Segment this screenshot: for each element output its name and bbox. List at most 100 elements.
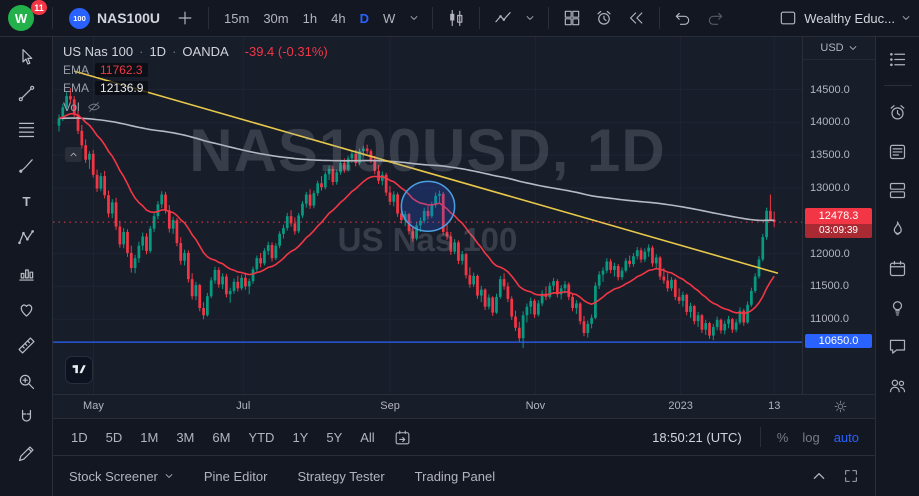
- indicator-label: EMA: [63, 63, 90, 77]
- community-sidebar-button[interactable]: [883, 372, 913, 398]
- watchlist-sidebar-button[interactable]: [883, 46, 913, 72]
- replay-icon: [626, 8, 646, 28]
- panel-tab-pine-editor[interactable]: Pine Editor: [204, 469, 268, 484]
- tradingview-logo[interactable]: [65, 356, 93, 384]
- panel-collapse-button[interactable]: [811, 468, 827, 484]
- range-button-1M[interactable]: 1M: [140, 429, 159, 445]
- interval-button-W[interactable]: W: [382, 10, 396, 26]
- price-tick: 14500.0: [810, 83, 850, 96]
- chart-settings-button[interactable]: [832, 398, 849, 415]
- object-tree-sidebar-button[interactable]: [883, 177, 913, 203]
- range-button-3M[interactable]: 3M: [176, 429, 195, 445]
- range-button-1Y[interactable]: 1Y: [292, 429, 309, 445]
- chevron-up-icon: [69, 147, 78, 162]
- bottom-toolbar: 1D 5D 1M 3M 6M YTD 1Y 5Y All 18:50:21 (UTC) % lo…: [53, 418, 875, 455]
- zoom-in-tool-button[interactable]: [8, 367, 44, 396]
- interval-button-4h[interactable]: 4h: [331, 10, 346, 26]
- panel-tab-strategy-tester[interactable]: Strategy Tester: [297, 469, 384, 484]
- text-tool-button[interactable]: T: [8, 187, 44, 216]
- range-button-1D[interactable]: 1D: [71, 429, 88, 445]
- chart-style-button[interactable]: [441, 4, 471, 32]
- range-button-YTD[interactable]: YTD: [248, 429, 275, 445]
- hotlists-sidebar-button[interactable]: [883, 216, 913, 242]
- price-tick: 11000.0: [810, 313, 849, 326]
- divider: [759, 427, 761, 447]
- svg-text:T: T: [22, 194, 30, 209]
- time-axis-label: 2023: [668, 400, 693, 412]
- chart-canvas[interactable]: NAS100USD, 1D US Nas 100 US Nas 100 · 1D…: [53, 37, 875, 394]
- divider: [432, 7, 434, 29]
- interval-button-D[interactable]: D: [359, 10, 369, 26]
- legend-collapse-button[interactable]: [65, 147, 82, 162]
- redo-button[interactable]: [700, 4, 730, 32]
- percent-scale-button[interactable]: %: [776, 429, 789, 445]
- layout-square-icon: [778, 8, 798, 28]
- save-layout-button[interactable]: Wealthy Educ...: [778, 8, 911, 28]
- measure-ruler-tool-button[interactable]: [8, 331, 44, 360]
- price-axis-currency-menu[interactable]: USD: [803, 37, 875, 60]
- alerts-sidebar-button[interactable]: [883, 99, 913, 125]
- chat-sidebar-button[interactable]: [883, 333, 913, 359]
- interval-button-15m[interactable]: 15m: [224, 10, 250, 26]
- emoji-heart-tool-button[interactable]: [8, 295, 44, 324]
- panel-expand-button[interactable]: [843, 468, 859, 484]
- candlestick-chart[interactable]: [53, 37, 802, 394]
- magnet-icon: [16, 407, 37, 428]
- symbol-search-button[interactable]: 100 NAS100U: [61, 5, 168, 32]
- range-button-All[interactable]: All: [360, 429, 375, 445]
- bar-replay-button[interactable]: [621, 4, 651, 32]
- cursor-tool-button[interactable]: [8, 43, 44, 72]
- go-to-date-button[interactable]: [393, 428, 412, 447]
- panel-tab-trading-panel[interactable]: Trading Panel: [415, 469, 495, 484]
- text-icon: T: [16, 191, 37, 212]
- panel-tabs: Stock Screener Pine Editor Strategy Tester…: [69, 469, 495, 484]
- xabcd-pattern-tool-button[interactable]: [8, 223, 44, 252]
- news-icon: [887, 141, 908, 162]
- legend-symbol-title[interactable]: US Nas 100: [63, 44, 134, 59]
- forecast-tool-button[interactable]: [8, 259, 44, 288]
- range-button-5Y[interactable]: 5Y: [326, 429, 343, 445]
- magnet-tool-button[interactable]: [8, 403, 44, 432]
- indicators-menu-button[interactable]: [520, 9, 540, 27]
- interval-button-30m[interactable]: 30m: [263, 10, 289, 26]
- panel-tab-stock-screener[interactable]: Stock Screener: [69, 469, 174, 484]
- brush-tool-button[interactable]: [8, 151, 44, 180]
- trend-line-tool-button[interactable]: [8, 79, 44, 108]
- price-axis[interactable]: USD 14500.0 14000.0 13500.0 13000.0 12000.0 1…: [802, 37, 875, 394]
- indicators-button[interactable]: [488, 4, 518, 32]
- expand-icon: [843, 468, 859, 484]
- drawing-toolbar: T: [0, 37, 53, 496]
- grid-icon: [562, 8, 582, 28]
- panel-tab-label: Trading Panel: [414, 468, 496, 484]
- indicator-row-volume[interactable]: Vol: [63, 99, 328, 115]
- clock[interactable]: 18:50:21 (UTC): [652, 429, 742, 445]
- news-sidebar-button[interactable]: [883, 138, 913, 164]
- interval-menu-button[interactable]: [404, 9, 424, 27]
- add-symbol-button[interactable]: [170, 4, 200, 32]
- edit-pencil-tool-button[interactable]: [8, 439, 44, 468]
- time-axis[interactable]: May Jul Sep Nov 2023 13: [53, 394, 875, 418]
- horizontal-line-price-label: 10650.0: [805, 334, 872, 349]
- layout-grid-button[interactable]: [557, 4, 587, 32]
- undo-button[interactable]: [668, 4, 698, 32]
- fib-retracement-tool-button[interactable]: [8, 115, 44, 144]
- indicator-row-ema-1[interactable]: EMA 11762.3: [63, 63, 328, 77]
- panel-tab-label: Strategy Tester: [297, 468, 385, 484]
- edit-pencil-icon: [16, 443, 37, 464]
- range-button-5D[interactable]: 5D: [105, 429, 123, 445]
- interval-button-1h[interactable]: 1h: [302, 10, 318, 26]
- alert-button[interactable]: [589, 4, 619, 32]
- range-button-6M[interactable]: 6M: [212, 429, 231, 445]
- user-menu-button[interactable]: W 11: [8, 0, 47, 33]
- indicator-row-ema-2[interactable]: EMA 12136.9: [63, 81, 328, 95]
- log-scale-button[interactable]: log: [802, 429, 820, 445]
- forecast-icon: [16, 263, 37, 284]
- legend-interval[interactable]: 1D: [149, 44, 167, 59]
- eye-off-icon[interactable]: [86, 99, 102, 115]
- calendar-sidebar-button[interactable]: [883, 255, 913, 281]
- auto-scale-button[interactable]: auto: [833, 429, 859, 445]
- ideas-sidebar-button[interactable]: [883, 294, 913, 320]
- watchlist-icon: [887, 49, 908, 70]
- chevron-down-icon: [848, 43, 858, 53]
